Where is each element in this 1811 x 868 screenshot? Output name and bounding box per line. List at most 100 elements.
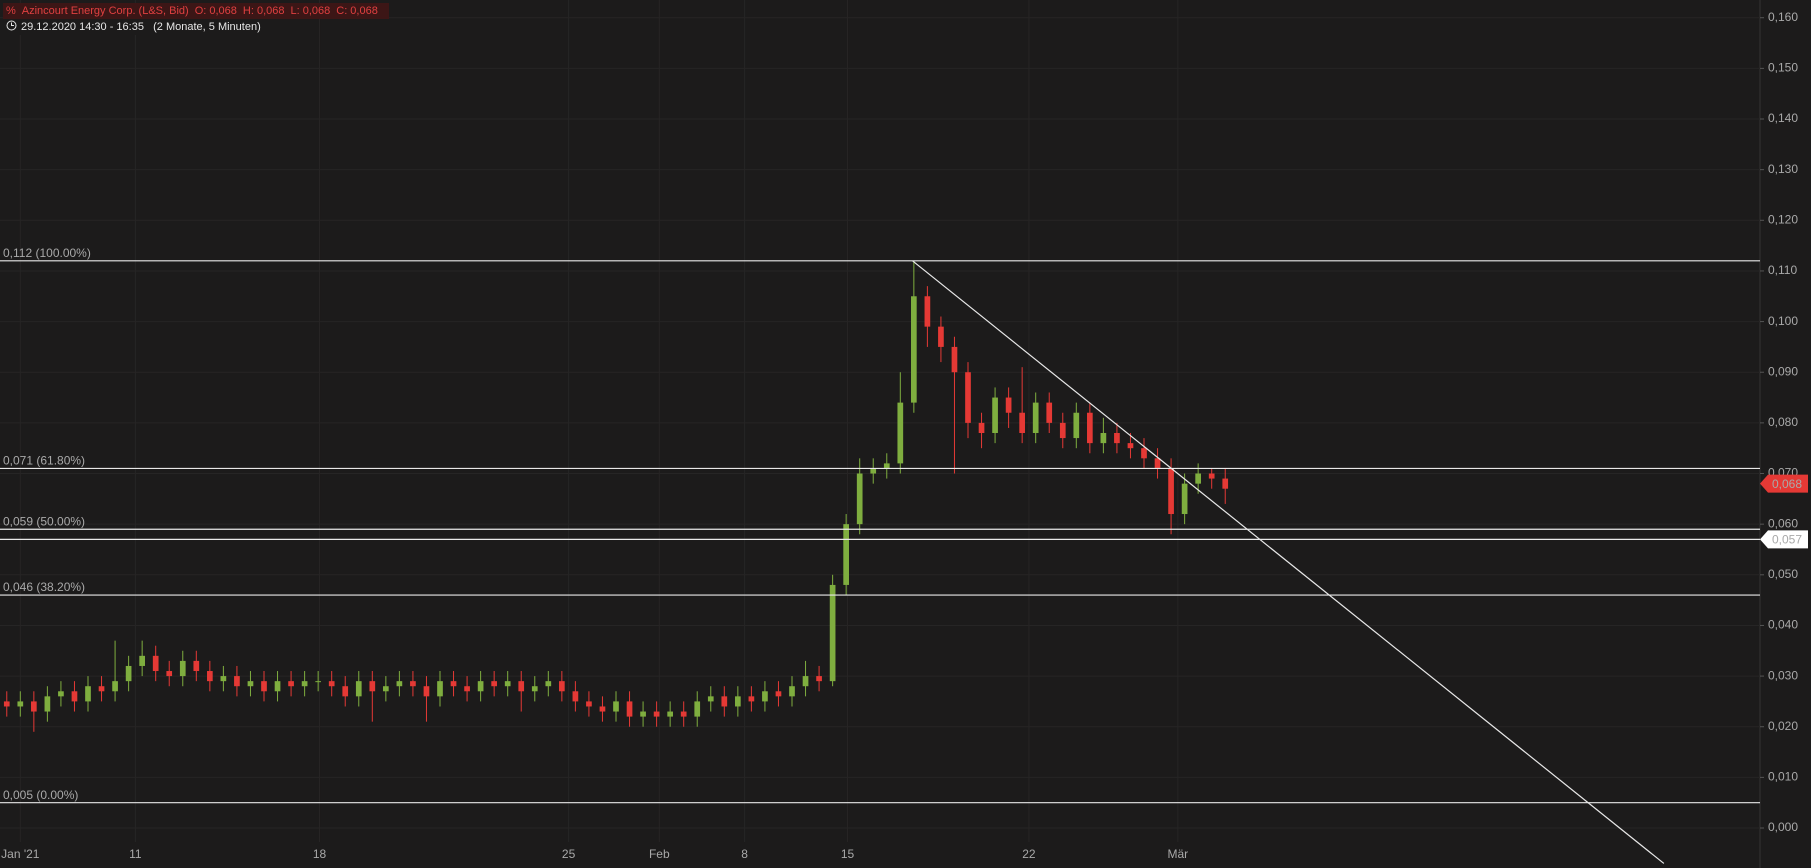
candle-body [17,701,24,707]
candle-body [71,691,78,702]
candle-body [789,686,795,697]
candle-body [31,701,37,712]
clock-icon [6,20,17,31]
fib-label: 0,005 (0.00%) [3,788,78,802]
candle-body [450,681,457,687]
candle-body [883,463,890,469]
x-tick-label: 11 [129,847,142,861]
candle-body [85,686,91,702]
candle-body [870,468,877,474]
candle-body [559,681,565,692]
candle-body [464,686,470,692]
candle-body [531,686,538,692]
candle-body [179,660,186,677]
x-tick-label: Jan '21 [1,847,40,861]
candle-body [762,691,768,702]
candle-body [1195,473,1201,484]
x-tick-label: Feb [649,847,670,861]
candle-body [897,402,904,464]
x-tick-label: 22 [1022,847,1036,861]
candle-body [911,296,917,403]
candle-body [586,701,592,707]
candle-body [1073,412,1080,439]
ohlc: L: 0,068 [290,5,331,17]
price-tag [1760,530,1808,549]
candle-body [315,681,321,683]
candle-body [667,711,673,717]
candle-body [938,326,944,347]
candle-body [288,681,294,687]
candle-body [396,681,403,687]
candle-body [98,686,105,692]
candle-body [694,701,701,717]
candle-body [328,681,335,687]
candle-body [924,296,931,327]
candle-body [829,584,836,682]
y-tick-label: 0,020 [1768,719,1798,733]
candle-body [1114,433,1120,444]
candle-body [437,681,443,697]
candle-body [721,696,728,707]
candle-body [965,372,971,423]
candle-body [518,681,525,692]
ohlc: H: 0,068 [242,5,285,17]
fib-label: 0,112 (100.00%) [3,246,91,260]
y-tick-label: 0,060 [1768,516,1798,530]
candle-body [992,397,998,433]
y-tick-label: 0,140 [1768,111,1798,125]
instrument-icon: % [6,5,16,17]
y-tick-label: 0,050 [1768,567,1798,581]
ohlc: O: 0,068 [194,5,237,17]
candle-body [951,346,958,373]
candle-body [342,686,349,697]
candle-body [152,655,159,672]
candle-body [1127,443,1134,449]
price-tag-label: 0,057 [1772,533,1802,547]
ohlc: C: 0,068 [336,5,378,17]
x-tick-label: 25 [562,847,576,861]
candle-body [640,711,646,717]
candle-body [626,701,633,717]
fib-label: 0,059 (50.00%) [3,514,85,528]
candle-body [301,681,308,687]
candle-body [599,706,606,712]
candle-body [410,681,416,687]
candle-body [1005,397,1012,413]
candle-body [1087,412,1093,444]
candle-body [978,422,985,433]
candle-body [234,676,240,687]
candle-body [545,681,552,687]
candle-body [220,676,227,682]
y-tick-label: 0,000 [1768,820,1798,834]
y-tick-label: 0,090 [1768,364,1798,378]
x-tick-label: 8 [741,847,748,861]
candle-body [1154,458,1161,469]
candle-body [856,473,863,525]
candle-body [58,691,64,697]
candle-body [504,681,511,687]
candle-body [261,681,267,692]
y-tick-label: 0,030 [1768,668,1798,682]
y-tick-label: 0,010 [1768,770,1798,784]
candle-body [491,681,497,687]
candle-body [1208,473,1215,479]
candle-body [802,676,809,687]
candle-body [1181,483,1188,515]
x-tick-label: Mär [1168,847,1189,861]
candle-body [112,681,118,692]
span: (2 Monate, 5 Minuten) [153,21,261,33]
candle-body [1222,478,1229,489]
y-tick-label: 0,120 [1768,212,1798,226]
last-price-tag [1760,474,1808,493]
y-tick-label: 0,110 [1768,263,1797,277]
x-tick-label: 18 [313,847,327,861]
candle-body [1046,402,1053,423]
y-tick-label: 0,130 [1768,162,1798,176]
y-tick-label: 0,160 [1768,10,1798,24]
instrument: Azincourt Energy Corp. (L&S, Bid) [21,5,189,17]
candle-body [735,696,741,707]
candle-body [193,660,200,672]
